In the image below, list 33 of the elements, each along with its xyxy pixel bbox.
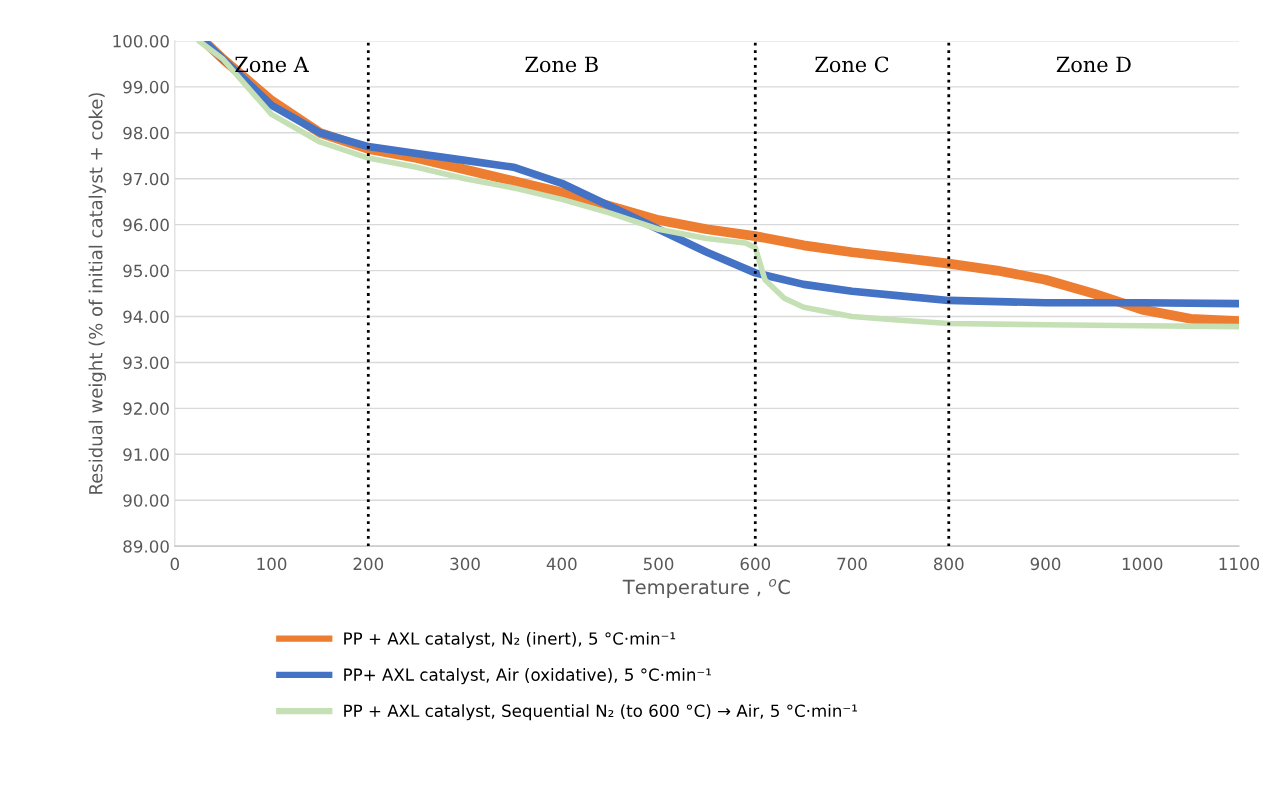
x-tick-label: 600 bbox=[740, 557, 771, 571]
y-tick-label: 90.00 bbox=[123, 494, 169, 507]
x-tick-label: 300 bbox=[450, 557, 480, 571]
x-tick-label: 700 bbox=[837, 557, 867, 571]
y-tick-label: 91.00 bbox=[123, 448, 169, 461]
y-tick-label: 99.00 bbox=[123, 80, 169, 94]
y-axis-title: Residual weight (% of initial catalyst + coke) bbox=[88, 93, 107, 494]
x-tick-label: 1000 bbox=[1122, 557, 1163, 571]
legend-label: PP+ AXL catalyst, Air (oxidative), 5 °C·min⁻¹ bbox=[344, 668, 711, 685]
annotation: Zone D bbox=[1056, 56, 1131, 73]
legend-label: PP + AXL catalyst, Sequential N₂ (to 600 °C) → Air, 5 °C·min⁻¹ bbox=[344, 704, 857, 721]
y-tick-label: 89.00 bbox=[123, 540, 169, 553]
x-axis-title: Temperature , $^{o}$C bbox=[622, 578, 790, 599]
x-tick-label: 100 bbox=[257, 557, 287, 571]
y-tick-label: 95.00 bbox=[123, 264, 169, 278]
legend-label: PP + AXL catalyst, N₂ (inert), 5 °C·min⁻¹ bbox=[344, 631, 676, 649]
x-tick-label: 0 bbox=[170, 557, 180, 571]
x-tick-label: 1100 bbox=[1219, 557, 1260, 571]
x-tick-label: 400 bbox=[546, 557, 577, 571]
y-tick-label: 96.00 bbox=[123, 218, 169, 232]
annotation: Zone B bbox=[525, 56, 598, 73]
x-tick-label: 800 bbox=[933, 557, 964, 571]
y-tick-label: 94.00 bbox=[123, 310, 169, 324]
y-tick-label: 93.00 bbox=[123, 356, 169, 370]
annotation: Zone C bbox=[815, 56, 889, 73]
x-tick-label: 900 bbox=[1030, 557, 1061, 571]
x-tick-label: 200 bbox=[353, 557, 384, 571]
annotation: Zone A bbox=[235, 56, 309, 73]
y-tick-label: 100.00 bbox=[113, 34, 169, 48]
y-tick-label: 98.00 bbox=[123, 126, 169, 140]
x-tick-label: 500 bbox=[643, 557, 674, 571]
y-tick-label: 97.00 bbox=[123, 172, 169, 186]
y-tick-label: 92.00 bbox=[123, 402, 169, 415]
